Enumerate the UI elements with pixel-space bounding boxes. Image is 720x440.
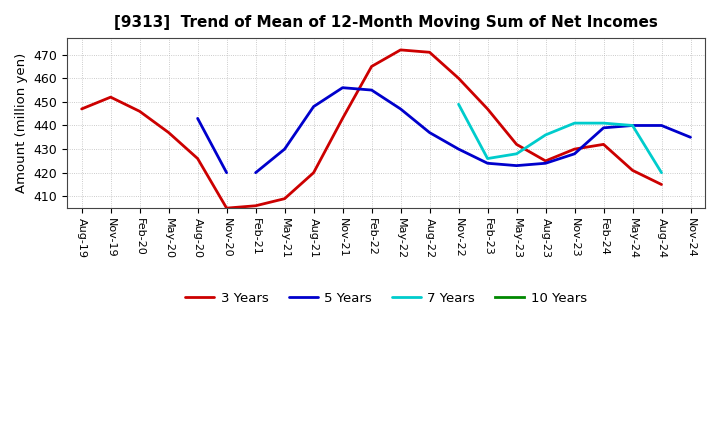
7 Years: [541, 132, 550, 138]
3 Years: [426, 50, 434, 55]
3 Years: [657, 182, 666, 187]
3 Years: [599, 142, 608, 147]
3 Years: [107, 95, 115, 100]
3 Years: [628, 168, 636, 173]
3 Years: [367, 64, 376, 69]
7 Years: [483, 156, 492, 161]
3 Years: [164, 130, 173, 135]
Line: 5 Years: 5 Years: [197, 118, 227, 173]
7 Years: [512, 151, 521, 157]
Legend: 3 Years, 5 Years, 7 Years, 10 Years: 3 Years, 5 Years, 7 Years, 10 Years: [180, 286, 592, 310]
Title: [9313]  Trend of Mean of 12-Month Moving Sum of Net Incomes: [9313] Trend of Mean of 12-Month Moving …: [114, 15, 658, 30]
3 Years: [396, 47, 405, 52]
3 Years: [280, 196, 289, 202]
3 Years: [251, 203, 260, 209]
3 Years: [193, 156, 202, 161]
3 Years: [135, 109, 144, 114]
3 Years: [338, 116, 347, 121]
3 Years: [222, 205, 231, 211]
5 Years: [222, 170, 231, 176]
3 Years: [483, 106, 492, 112]
7 Years: [599, 121, 608, 126]
3 Years: [77, 106, 86, 112]
7 Years: [570, 121, 579, 126]
3 Years: [570, 147, 579, 152]
3 Years: [512, 142, 521, 147]
7 Years: [454, 102, 463, 107]
3 Years: [541, 158, 550, 164]
3 Years: [454, 76, 463, 81]
Line: 3 Years: 3 Years: [81, 50, 662, 208]
3 Years: [310, 170, 318, 176]
Line: 7 Years: 7 Years: [459, 104, 662, 173]
7 Years: [657, 170, 666, 176]
Y-axis label: Amount (million yen): Amount (million yen): [15, 53, 28, 193]
5 Years: [193, 116, 202, 121]
7 Years: [628, 123, 636, 128]
